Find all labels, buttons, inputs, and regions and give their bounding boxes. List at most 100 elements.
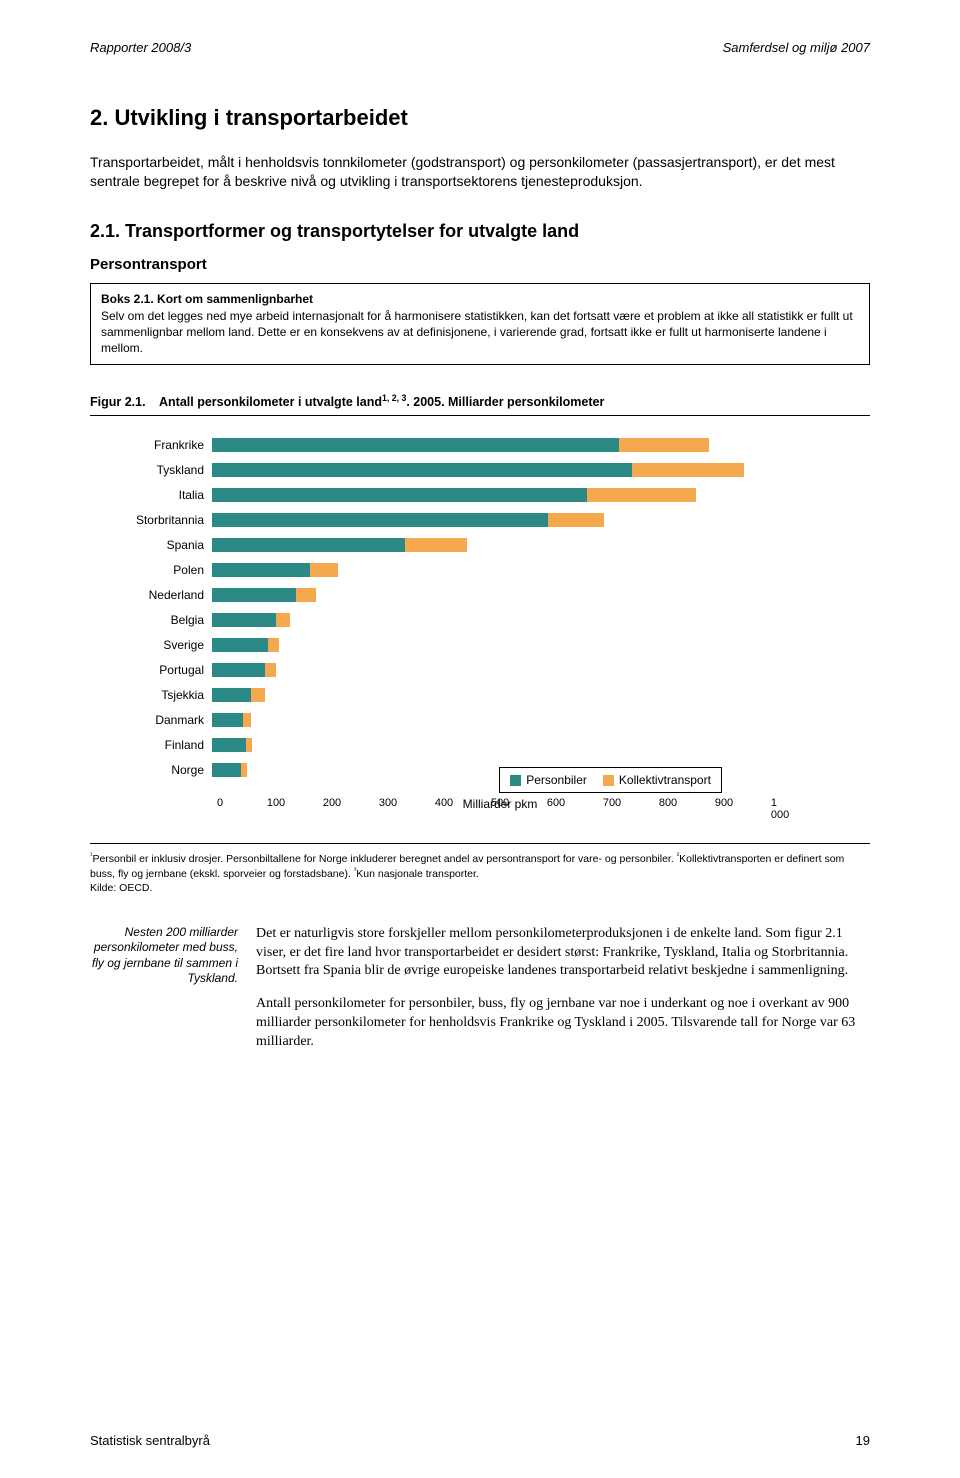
- body-para-1: Det er naturligvis store forskjeller mel…: [256, 925, 870, 982]
- figure-title-sup: 1, 2, 3: [382, 393, 406, 403]
- chart-row: Portugal: [102, 659, 862, 681]
- chart-bar-area: [212, 688, 772, 702]
- body-para-2: Antall personkilometer for personbiler, …: [256, 995, 870, 1052]
- legend-item: Personbiler: [510, 773, 587, 787]
- body-text: Det er naturligvis store forskjeller mel…: [256, 925, 870, 1066]
- bar-personbiler: [212, 613, 276, 627]
- legend-swatch: [510, 775, 521, 786]
- chart-bar-area: [212, 638, 772, 652]
- chart-bar-area: [212, 663, 772, 677]
- running-header: Rapporter 2008/3 Samferdsel og miljø 200…: [90, 40, 870, 55]
- bar-personbiler: [212, 563, 310, 577]
- bar-personbiler: [212, 663, 265, 677]
- x-tick: 700: [603, 797, 621, 809]
- chart-country-label: Storbritannia: [102, 513, 212, 527]
- chart-country-label: Frankrike: [102, 438, 212, 452]
- x-tick: 500: [491, 797, 509, 809]
- chart-row: Finland: [102, 734, 862, 756]
- legend-label: Personbiler: [526, 773, 587, 787]
- chart-bar-area: [212, 613, 772, 627]
- bar-personbiler: [212, 738, 246, 752]
- chart-row: Polen: [102, 559, 862, 581]
- margin-note: Nesten 200 milliarder personkilometer me…: [90, 925, 238, 1066]
- bar-kollektiv: [265, 663, 276, 677]
- chart-legend: Personbiler Kollektivtransport: [499, 767, 722, 793]
- bar-personbiler: [212, 688, 251, 702]
- figure-footnote: ¹Personbil er inklusiv drosjer. Personbi…: [90, 850, 870, 894]
- bar-kollektiv: [632, 463, 744, 477]
- chart-row: Tsjekkia: [102, 684, 862, 706]
- header-left: Rapporter 2008/3: [90, 40, 191, 55]
- x-tick: 900: [715, 797, 733, 809]
- bar-personbiler: [212, 763, 241, 777]
- chart-bar-area: [212, 563, 772, 577]
- info-box-text: Selv om det legges ned mye arbeid intern…: [101, 309, 853, 354]
- bar-kollektiv: [296, 588, 316, 602]
- chart-bar-area: [212, 713, 772, 727]
- chart-row: Norge: [102, 759, 862, 781]
- bar-personbiler: [212, 638, 268, 652]
- page: Rapporter 2008/3 Samferdsel og miljø 200…: [0, 0, 960, 1478]
- figure-title: Figur 2.1. Antall personkilometer i utva…: [90, 393, 870, 409]
- figure-title-suffix: . 2005. Milliarder personkilometer: [406, 395, 604, 409]
- chart-country-label: Sverige: [102, 638, 212, 652]
- running-footer: Statistisk sentralbyrå 19: [90, 1433, 870, 1448]
- chart-row: Nederland: [102, 584, 862, 606]
- bar-chart: FrankrikeTysklandItaliaStorbritanniaSpan…: [90, 426, 870, 837]
- subsection-title: Persontransport: [90, 256, 870, 273]
- chart-x-axis: 01002003004005006007008009001 000Milliar…: [220, 797, 780, 829]
- bar-kollektiv: [241, 763, 247, 777]
- bar-kollektiv: [587, 488, 696, 502]
- bar-kollektiv: [276, 613, 290, 627]
- x-tick: 100: [267, 797, 285, 809]
- x-tick: 300: [379, 797, 397, 809]
- chart-row: Belgia: [102, 609, 862, 631]
- figure: FrankrikeTysklandItaliaStorbritanniaSpan…: [90, 415, 870, 844]
- chart-country-label: Belgia: [102, 613, 212, 627]
- legend-label: Kollektivtransport: [619, 773, 711, 787]
- x-tick: 600: [547, 797, 565, 809]
- chart-bar-area: [212, 738, 772, 752]
- chart-row: Spania: [102, 534, 862, 556]
- body-columns: Nesten 200 milliarder personkilometer me…: [90, 925, 870, 1066]
- legend-swatch: [603, 775, 614, 786]
- bar-personbiler: [212, 438, 619, 452]
- figure-title-rest: Antall personkilometer i utvalgte land: [159, 395, 382, 409]
- chart-bar-area: [212, 438, 772, 452]
- bar-kollektiv: [548, 513, 604, 527]
- chart-country-label: Nederland: [102, 588, 212, 602]
- section-title: 2.1. Transportformer og transportytelser…: [90, 221, 870, 242]
- footer-right: 19: [856, 1433, 870, 1448]
- chart-country-label: Spania: [102, 538, 212, 552]
- bar-personbiler: [212, 538, 405, 552]
- bar-kollektiv: [619, 438, 709, 452]
- chart-country-label: Polen: [102, 563, 212, 577]
- chapter-title: 2. Utvikling i transportarbeidet: [90, 105, 870, 131]
- legend-item: Kollektivtransport: [603, 773, 711, 787]
- x-tick: 1 000: [771, 797, 789, 821]
- chapter-intro: Transportarbeidet, målt i henholdsvis to…: [90, 153, 870, 191]
- x-tick: 400: [435, 797, 453, 809]
- chart-row: Tyskland: [102, 459, 862, 481]
- figure-title-prefix: Figur 2.1.: [90, 395, 146, 409]
- bar-kollektiv: [251, 688, 265, 702]
- chart-bar-area: [212, 513, 772, 527]
- chart-country-label: Tyskland: [102, 463, 212, 477]
- bar-kollektiv: [405, 538, 467, 552]
- info-box-title: Boks 2.1. Kort om sammenlignbarhet: [101, 292, 859, 308]
- bar-kollektiv: [310, 563, 338, 577]
- footnote-3: ³Kun nasjonale transporter.: [354, 868, 479, 880]
- chart-bar-area: [212, 588, 772, 602]
- chart-row: Sverige: [102, 634, 862, 656]
- footnote-source: Kilde: OECD.: [90, 882, 152, 894]
- x-tick: 0: [217, 797, 223, 809]
- bar-kollektiv: [246, 738, 253, 752]
- chart-country-label: Portugal: [102, 663, 212, 677]
- chart-country-label: Danmark: [102, 713, 212, 727]
- chart-row: Danmark: [102, 709, 862, 731]
- bar-personbiler: [212, 588, 296, 602]
- info-box: Boks 2.1. Kort om sammenlignbarhet Selv …: [90, 283, 870, 365]
- chart-country-label: Tsjekkia: [102, 688, 212, 702]
- x-tick: 200: [323, 797, 341, 809]
- chart-country-label: Finland: [102, 738, 212, 752]
